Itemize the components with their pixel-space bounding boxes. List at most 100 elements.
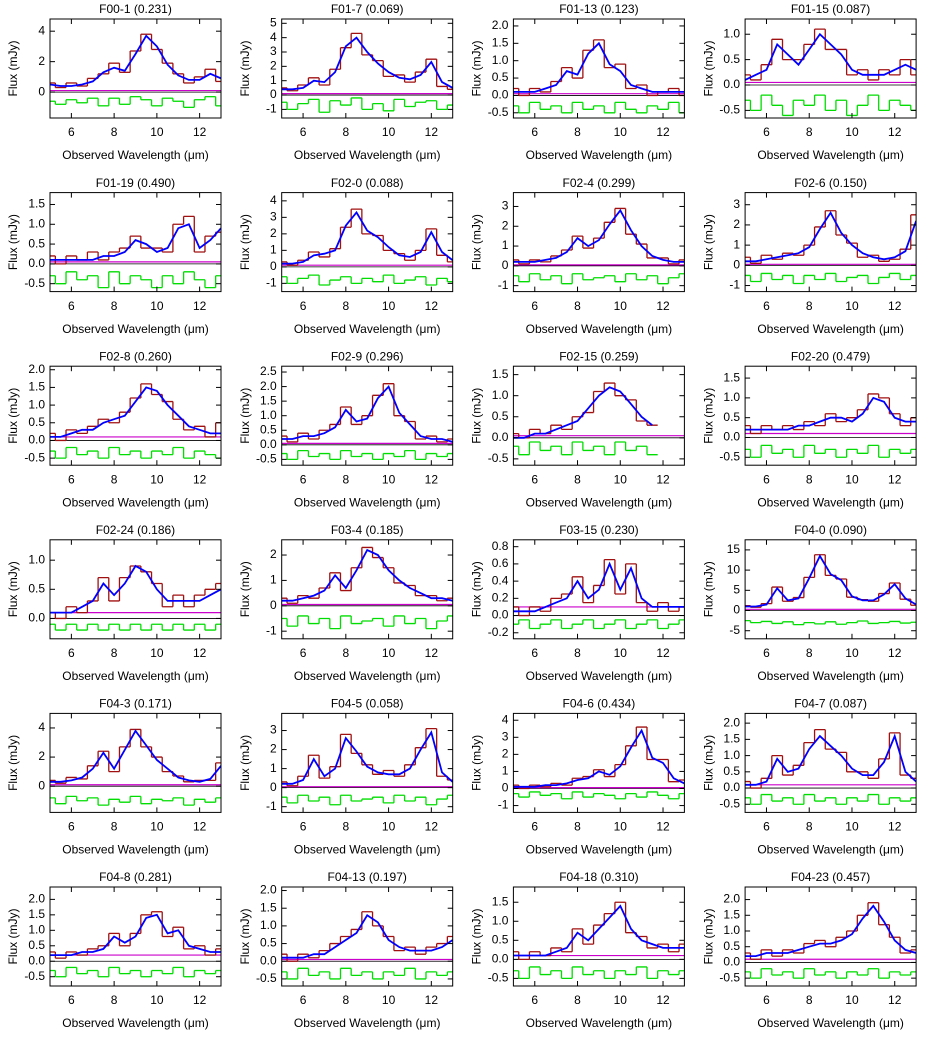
x-tick-label: 10 xyxy=(382,820,396,834)
plot-frame xyxy=(49,712,222,813)
plot-frame xyxy=(744,18,917,119)
x-tick-label: 10 xyxy=(382,299,396,313)
x-tick-label: 10 xyxy=(382,646,396,660)
x-tick-label: 8 xyxy=(111,472,118,486)
x-tick-label: 10 xyxy=(150,993,164,1007)
plot-frame xyxy=(744,712,917,813)
panel: 6 8 10 12 -0.5 0.0 0.5 1.0 1.5 F02-15 (0.259) Obse… xyxy=(470,349,685,509)
x-tick-label: 6 xyxy=(68,993,75,1007)
fit-line xyxy=(50,34,221,87)
fit-line xyxy=(745,396,917,431)
panel-title: F02-0 (0.088) xyxy=(331,176,404,190)
x-tick-label: 12 xyxy=(888,125,902,139)
panel: 6 8 10 12 -0.5 0.0 0.5 1.0 F01-15 (0.087) Observe… xyxy=(701,2,917,162)
panel-title: F04-5 (0.058) xyxy=(331,697,404,711)
y-tick-label: 0.5 xyxy=(492,70,509,84)
panel: 6 8 10 12 -0.5 0.0 0.5 1.0 1.5 2.0 F01-13 (0.123) O… xyxy=(470,2,685,162)
x-tick-label: 10 xyxy=(150,820,164,834)
x-axis-label: Observed Wavelength (μm) xyxy=(62,1016,209,1030)
panel-title: F01-15 (0.087) xyxy=(791,2,870,16)
y-tick-label: 1 xyxy=(270,73,277,87)
x-tick-label: 6 xyxy=(300,472,307,486)
x-axis-label: Observed Wavelength (μm) xyxy=(294,148,441,162)
fit-line xyxy=(281,36,453,91)
y-tick-label: -0.5 xyxy=(24,450,45,464)
x-tick-label: 8 xyxy=(342,299,349,313)
y-tick-label: 0 xyxy=(38,84,45,98)
x-tick-label: 10 xyxy=(150,299,164,313)
y-tick-label: 0.0 xyxy=(492,430,509,444)
y-tick-label: 0.5 xyxy=(28,415,45,429)
x-tick-label: 6 xyxy=(531,299,538,313)
panel-title: F02-24 (0.186) xyxy=(96,523,175,537)
y-tick-label: -0.5 xyxy=(488,105,509,119)
x-tick-label: 12 xyxy=(193,299,207,313)
x-tick-label: 12 xyxy=(888,646,902,660)
x-tick-label: 10 xyxy=(150,125,164,139)
panel: 6 8 10 12 -5 0 5 10 15 F04-0 (0.090) Observed Wave… xyxy=(701,523,917,683)
panel-title: F04-6 (0.434) xyxy=(563,697,636,711)
y-tick-label: 1.0 xyxy=(260,408,277,422)
fit-line xyxy=(50,386,221,438)
y-tick-label: 1.0 xyxy=(28,216,45,230)
y-axis-label: Flux (mJy) xyxy=(6,909,20,965)
y-tick-label: 3 xyxy=(270,210,277,224)
y-tick-label: 4 xyxy=(270,30,277,44)
panel: 6 8 10 12 -0.5 0.0 0.5 1.0 1.5 F04-18 (0.310) Obse… xyxy=(470,870,685,1030)
y-tick-label: 0.5 xyxy=(28,938,45,952)
x-tick-label: 8 xyxy=(574,820,581,834)
plot-area xyxy=(513,207,685,285)
y-tick-label: -1 xyxy=(266,799,277,813)
x-tick-label: 6 xyxy=(68,472,75,486)
y-tick-label: 5 xyxy=(270,15,277,29)
y-tick-label: -0.5 xyxy=(719,796,740,810)
x-tick-label: 10 xyxy=(382,472,396,486)
x-tick-label: 6 xyxy=(300,299,307,313)
y-tick-label: 1.5 xyxy=(28,907,45,921)
x-tick-label: 10 xyxy=(614,646,628,660)
x-axis-label: Observed Wavelength (μm) xyxy=(526,1016,673,1030)
x-axis-label: Observed Wavelength (μm) xyxy=(757,148,904,162)
x-axis-label: Observed Wavelength (μm) xyxy=(62,148,209,162)
x-tick-label: 12 xyxy=(888,820,902,834)
x-tick-label: 6 xyxy=(763,299,770,313)
panel-title: F02-4 (0.299) xyxy=(563,176,636,190)
x-tick-label: 6 xyxy=(763,472,770,486)
x-axis-label: Observed Wavelength (μm) xyxy=(757,1016,904,1030)
y-tick-label: 1.0 xyxy=(492,913,509,927)
plot-area xyxy=(513,901,685,980)
plot-area xyxy=(745,28,917,117)
plot-frame xyxy=(49,192,222,293)
y-axis-label: Flux (mJy) xyxy=(701,735,715,791)
fit-line xyxy=(745,904,917,957)
y-tick-label: 0.5 xyxy=(28,581,45,595)
y-tick-label: 1.5 xyxy=(260,900,277,914)
y-tick-label: 0.0 xyxy=(723,955,740,969)
y-tick-label: 1.5 xyxy=(28,380,45,394)
x-tick-label: 8 xyxy=(806,299,813,313)
y-tick-label: 2.0 xyxy=(260,883,277,897)
plot-area xyxy=(281,32,453,113)
panel-title: F02-15 (0.259) xyxy=(559,349,638,363)
panel-title: F04-13 (0.197) xyxy=(328,870,407,884)
fit-line xyxy=(513,208,685,263)
plot-area xyxy=(745,210,917,285)
x-axis-label: Observed Wavelength (μm) xyxy=(294,1016,441,1030)
x-tick-label: 8 xyxy=(806,820,813,834)
y-tick-label: 1.0 xyxy=(28,922,45,936)
y-tick-label: 1.0 xyxy=(28,552,45,566)
y-tick-label: 0 xyxy=(270,598,277,612)
plot-frame xyxy=(512,539,685,640)
y-axis-label: Flux (mJy) xyxy=(701,909,715,965)
x-tick-label: 6 xyxy=(531,125,538,139)
x-tick-label: 8 xyxy=(342,993,349,1007)
x-tick-label: 12 xyxy=(425,993,439,1007)
y-tick-label: 0 xyxy=(270,259,277,273)
y-tick-label: 3 xyxy=(502,729,509,743)
x-tick-label: 10 xyxy=(845,472,859,486)
y-tick-label: -0.5 xyxy=(256,452,277,466)
y-tick-label: 0.0 xyxy=(723,77,740,91)
plot-frame xyxy=(49,886,222,987)
y-tick-label: 2.0 xyxy=(28,362,45,376)
